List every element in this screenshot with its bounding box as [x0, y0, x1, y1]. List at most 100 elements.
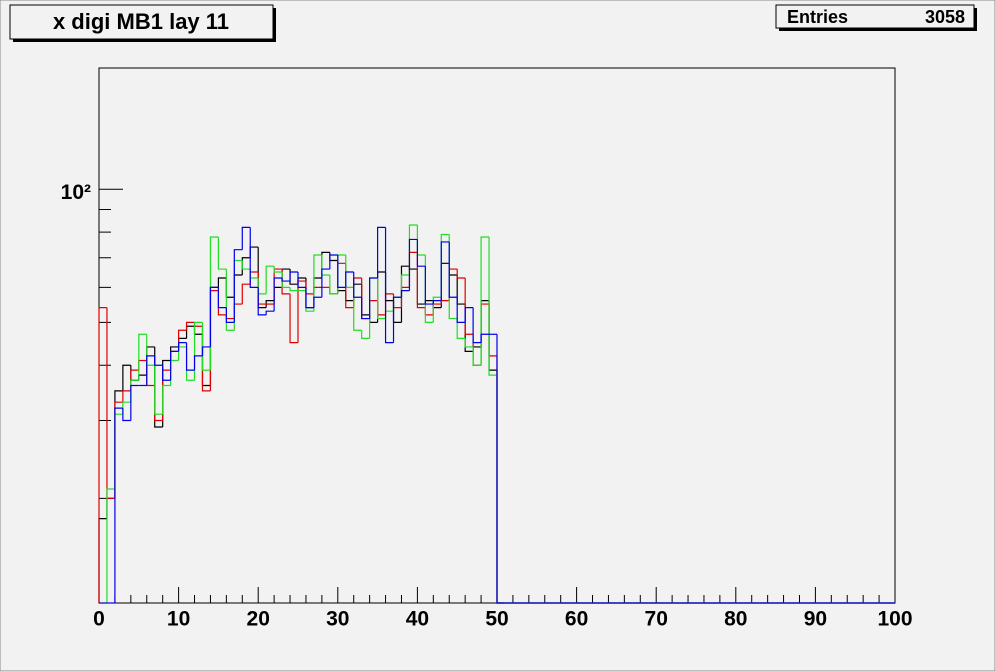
histogram-bin — [353, 287, 362, 331]
histogram-bin — [265, 300, 275, 308]
histogram-bin — [321, 268, 330, 298]
histogram-bin — [162, 384, 171, 415]
histogram-bin — [384, 227, 394, 344]
histogram-bin — [154, 365, 163, 415]
histogram-bin — [122, 364, 131, 391]
histogram-bin — [209, 286, 219, 347]
histogram-bin — [496, 334, 505, 604]
histogram-bin — [122, 408, 131, 422]
histogram-bin — [408, 238, 418, 291]
histogram-bin — [122, 390, 131, 403]
x-tick-label: 60 — [565, 608, 588, 631]
histogram-bin — [170, 350, 179, 381]
histogram-bin — [233, 249, 243, 323]
histogram-bin — [480, 333, 490, 343]
x-tick-label: 10 — [167, 608, 190, 631]
histogram-bin — [114, 407, 123, 603]
histogram-bin — [377, 277, 386, 320]
chart-title: x digi MB1 lay 11 — [53, 9, 229, 34]
histogram-bin — [337, 255, 346, 288]
histogram-bin — [361, 330, 370, 339]
histogram-bin — [472, 307, 482, 344]
histogram-bin — [305, 287, 314, 309]
histogram-bin — [281, 277, 291, 282]
histogram-bin — [480, 236, 490, 366]
histogram-bin — [440, 241, 450, 301]
histogram-bin — [313, 254, 322, 312]
histogram-bin — [289, 293, 298, 344]
histogram-bin — [313, 296, 322, 308]
title-box — [9, 4, 274, 40]
histogram-bin — [392, 296, 402, 343]
x-tick-label: 80 — [724, 608, 747, 631]
histogram-bin — [361, 297, 370, 320]
histogram-bin — [448, 241, 458, 298]
histogram-bin — [377, 226, 386, 278]
histogram-bin — [217, 236, 227, 270]
histogram-bin — [201, 346, 211, 356]
x-tick-label: 0 — [93, 608, 105, 631]
x-tick-label: 100 — [877, 608, 912, 631]
histogram-bin — [249, 227, 259, 288]
y-tick-label: 10² — [61, 181, 91, 204]
stats-value: 3058 — [925, 7, 965, 27]
x-tick-label: 30 — [326, 608, 349, 631]
histogram-bin — [265, 310, 275, 315]
histogram-bin — [185, 321, 195, 331]
histogram-bin — [265, 265, 275, 294]
histogram-bin — [98, 307, 107, 603]
x-tick-label: 90 — [804, 608, 827, 631]
histogram-bin — [146, 355, 155, 386]
histogram-bin — [345, 271, 354, 288]
histogram-bin — [273, 266, 283, 273]
histogram-bin — [329, 274, 338, 295]
histogram-bin — [464, 307, 474, 323]
histogram-bin — [225, 269, 235, 331]
histogram-bin — [241, 260, 251, 270]
histogram-bin — [154, 355, 163, 366]
histogram-bin — [369, 277, 378, 319]
histogram-bin — [416, 239, 426, 267]
x-tick-label: 40 — [406, 608, 429, 631]
histogram-bin — [225, 307, 235, 323]
histogram-bin — [416, 252, 426, 309]
histogram-bin — [432, 300, 442, 305]
stats-label: Entries — [787, 7, 848, 27]
histogram-bin — [162, 365, 171, 381]
histogram-bin — [281, 271, 291, 288]
histogram-bin — [217, 277, 227, 288]
histogram-bin — [130, 384, 139, 421]
histogram-bin — [241, 283, 251, 305]
histogram-bin — [464, 277, 474, 335]
histogram-bin — [217, 287, 227, 309]
histogram-bin — [297, 271, 306, 288]
x-tick-label: 70 — [645, 608, 668, 631]
histogram-bin — [257, 287, 267, 316]
histogram-bin — [488, 236, 497, 376]
histogram-bin — [424, 266, 434, 305]
histogram-bin — [456, 318, 466, 339]
histogram-bin — [472, 346, 482, 366]
histogram-bin — [400, 274, 410, 298]
histogram-bin — [178, 342, 187, 352]
stats-box — [775, 4, 975, 29]
histogram-bin — [193, 355, 203, 371]
histogram-bin — [138, 333, 147, 381]
histogram-bin — [456, 297, 466, 323]
histogram-bin — [289, 271, 298, 282]
histogram-bin — [241, 226, 251, 250]
histogram-bin — [185, 342, 195, 371]
histogram-bin — [353, 271, 362, 298]
histogram-bin — [289, 287, 298, 292]
histogram-bin — [400, 289, 410, 298]
x-tick-label: 20 — [247, 608, 270, 631]
histogram-bin — [456, 269, 466, 279]
histogram-bin — [432, 296, 442, 323]
histogram-bin — [464, 338, 474, 348]
histogram-bin — [329, 254, 338, 270]
histogram-bin — [273, 277, 283, 312]
x-tick-label: 50 — [485, 608, 508, 631]
histogram-bin — [106, 488, 115, 603]
histogram-bin — [201, 322, 211, 371]
